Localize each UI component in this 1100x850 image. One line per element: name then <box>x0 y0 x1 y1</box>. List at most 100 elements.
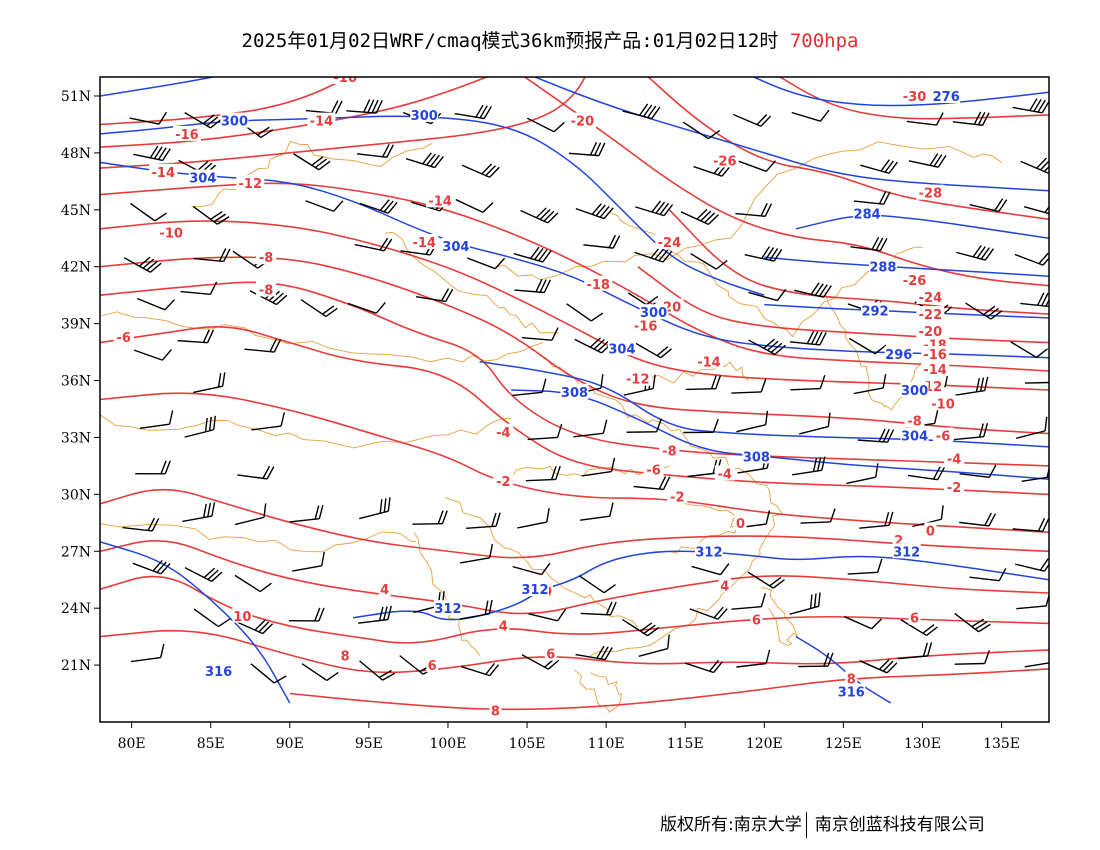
label-mask <box>493 473 514 489</box>
temperature-label: -8 <box>259 283 273 298</box>
wind-barb <box>184 567 223 583</box>
height-isoline <box>511 389 1049 480</box>
label-mask <box>188 169 217 185</box>
title-main: 2025年01月02日WRF/cmaq模式36km预报产品:01月02日12时 <box>241 30 779 52</box>
wind-barb <box>1015 558 1049 572</box>
label-mask <box>884 345 913 361</box>
wind-barb <box>953 422 989 441</box>
wind-barb <box>634 342 672 359</box>
temperature-label: 10 <box>233 610 251 625</box>
temperature-label: -18 <box>586 278 610 293</box>
wind-barb <box>250 663 287 684</box>
wind-barb <box>683 418 719 434</box>
temperature-isoline <box>100 220 1049 391</box>
label-mask <box>892 543 921 559</box>
temperature-label: -26 <box>713 154 737 169</box>
temperature-label: 6 <box>428 659 437 674</box>
wind-barb <box>522 327 559 341</box>
height-label: 300 <box>901 384 928 399</box>
lon-tick-label: 105E <box>509 736 546 752</box>
wind-barb <box>580 502 614 521</box>
label-mask <box>520 581 549 597</box>
wind-barb <box>800 508 836 524</box>
temperature-label: -8 <box>259 251 273 266</box>
wind-barb <box>952 111 990 126</box>
height-label: 276 <box>933 90 960 105</box>
temperature-label: -6 <box>936 430 950 445</box>
wind-barb <box>578 575 616 594</box>
temperature-label: -14 <box>923 363 947 378</box>
height-isoline <box>795 214 1049 240</box>
label-mask <box>933 427 954 443</box>
temperature-label: -22 <box>919 308 943 323</box>
label-mask <box>220 112 249 128</box>
label-mask <box>916 184 945 200</box>
label-mask <box>921 361 950 377</box>
label-mask <box>441 237 470 253</box>
height-label: 308 <box>561 386 588 401</box>
label-mask <box>944 450 965 466</box>
label-mask <box>861 302 890 318</box>
wind-barb <box>1024 381 1049 384</box>
chart-title: 2025年01月02日WRF/cmaq模式36km预报产品:01月02日12时 … <box>0 26 1100 53</box>
height-isoline <box>352 550 1049 621</box>
geopotential-height-contours <box>100 77 1049 704</box>
height-label: 284 <box>854 208 881 223</box>
boundary-line <box>191 140 433 208</box>
temperature-label: -6 <box>646 464 660 479</box>
temperature-label: -10 <box>931 397 955 412</box>
height-isoline <box>764 303 1049 319</box>
wind-barb <box>583 234 621 249</box>
wind-barb <box>234 503 267 526</box>
wind-barb <box>955 376 989 396</box>
wind-barb <box>633 476 671 491</box>
wind-barb <box>412 510 448 525</box>
height-label: 304 <box>442 240 469 255</box>
label-mask <box>236 175 265 191</box>
label-mask <box>639 304 668 320</box>
label-mask <box>655 234 684 250</box>
wind-barb <box>789 330 827 346</box>
wind-barb <box>292 551 325 572</box>
temperature-label: -20 <box>919 325 943 340</box>
height-label: 312 <box>434 602 461 617</box>
temperature-isoline <box>100 325 1049 496</box>
wind-barb <box>680 208 719 226</box>
wind-barb <box>843 615 883 630</box>
temperature-label: 4 <box>380 583 389 598</box>
wind-barb <box>900 619 938 637</box>
lat-tick-label: 39N <box>61 317 91 333</box>
label-mask <box>493 423 514 439</box>
height-label: 304 <box>608 342 635 357</box>
wind-barb <box>847 558 883 575</box>
height-label: 308 <box>743 450 770 465</box>
label-mask <box>750 611 763 627</box>
copyright-divider <box>805 812 807 838</box>
wind-barb <box>193 372 226 394</box>
wind-barb <box>685 375 722 391</box>
wind-barb <box>731 593 766 610</box>
label-mask <box>433 600 462 616</box>
temperature-label: -8 <box>907 414 921 429</box>
temperature-isoline <box>289 668 1049 711</box>
wind-barb <box>737 160 776 172</box>
wind-barb <box>690 252 728 270</box>
copyright: 版权所有:南京大学 南京创蓝科技有限公司 <box>660 810 985 838</box>
wind-barb <box>744 246 783 262</box>
wind-barb <box>736 649 771 668</box>
label-mask <box>584 275 613 291</box>
wind-barb <box>1010 341 1048 359</box>
temperature-label: 0 <box>926 524 935 539</box>
wind-barb <box>748 288 787 302</box>
temperature-label: -2 <box>947 481 961 496</box>
temperature-label: -24 <box>919 291 943 306</box>
label-mask <box>568 112 597 128</box>
wind-barb <box>568 142 606 157</box>
wind-barb <box>454 104 492 120</box>
wind-barb <box>133 349 172 361</box>
label-mask <box>845 670 858 686</box>
lon-tick-label: 90E <box>276 736 304 752</box>
map-axes: 80E 85E 90E 95E 100E 105E 110E 115E 120E 125E 130E… <box>61 89 1020 752</box>
copyright-left: 版权所有:南京大学 <box>660 815 802 835</box>
wind-barb <box>517 508 550 529</box>
